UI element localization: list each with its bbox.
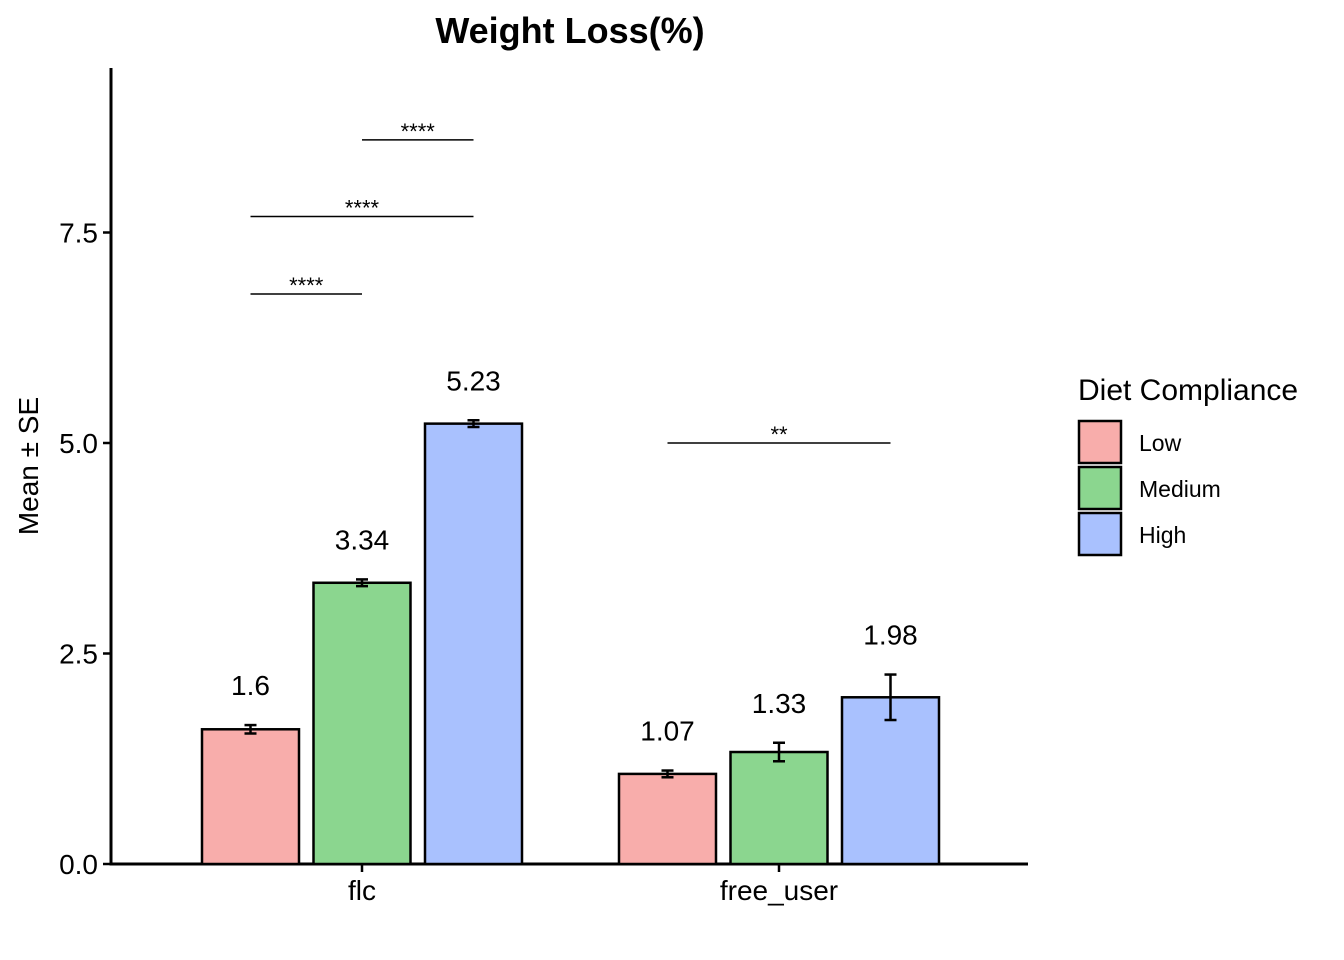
legend-swatch	[1077, 511, 1123, 557]
bar	[729, 750, 829, 866]
y-tick-label: 0.0	[59, 849, 98, 880]
bar	[200, 728, 301, 866]
legend-title: Diet Compliance	[1078, 374, 1298, 407]
legend-label: Low	[1139, 430, 1182, 456]
data-label: 1.07	[640, 716, 695, 747]
data-label: 1.98	[863, 620, 918, 651]
data-label: 5.23	[446, 365, 501, 396]
significance-label: **	[770, 422, 788, 447]
y-tick-label: 5.0	[59, 428, 98, 459]
x-tick-label: flc	[348, 875, 376, 906]
bar	[617, 772, 718, 866]
legend-swatch	[1077, 419, 1123, 465]
bar	[423, 422, 524, 866]
significance-label: ****	[289, 273, 324, 298]
x-tick-label: free_user	[720, 875, 838, 906]
data-label: 1.6	[231, 670, 270, 701]
significance-label: ****	[401, 119, 436, 144]
data-label: 3.34	[335, 524, 390, 555]
legend-label: Medium	[1139, 476, 1221, 502]
legend-label: High	[1139, 522, 1186, 548]
y-tick-label: 7.5	[59, 218, 98, 249]
y-tick-label: 2.5	[59, 639, 98, 670]
data-label: 1.33	[752, 688, 807, 719]
bar	[840, 696, 941, 866]
legend: Diet Compliance Low Medium High	[1077, 374, 1298, 557]
bar	[312, 581, 412, 866]
plot-area: 0.0 2.5 5.0 7.5 flc free_user 1.6 1.07 3.34 1.33 5…	[59, 68, 1028, 906]
y-axis-label: Mean ± SE	[13, 397, 44, 535]
legend-swatch	[1077, 465, 1123, 511]
significance-label: ****	[345, 196, 380, 221]
chart-title: Weight Loss(%)	[435, 10, 704, 51]
